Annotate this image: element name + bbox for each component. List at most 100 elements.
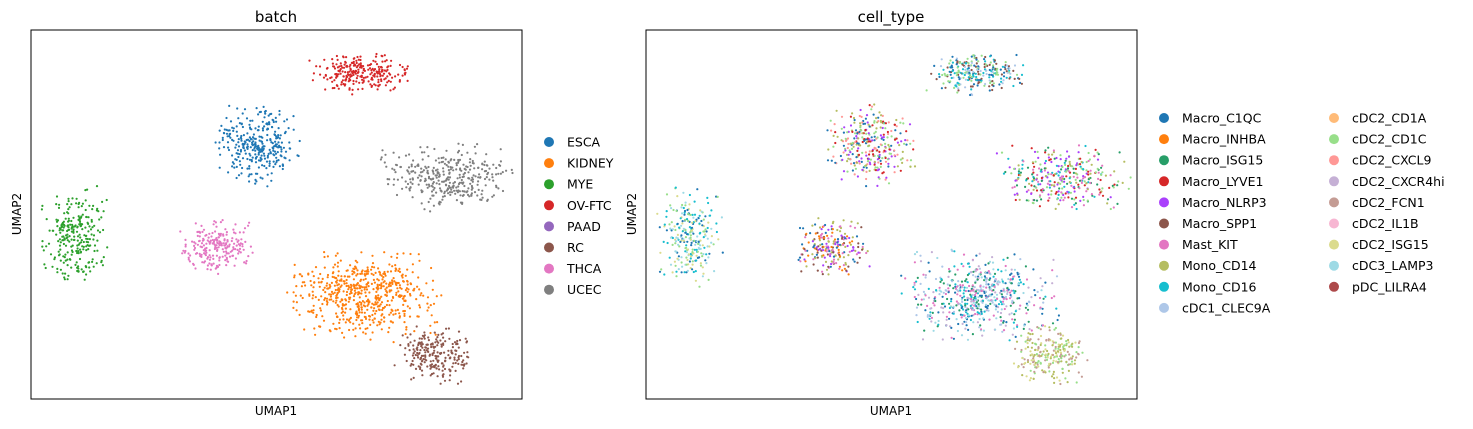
scatter-point xyxy=(315,313,318,317)
scatter-point xyxy=(904,139,907,142)
scatter-point xyxy=(364,295,368,298)
scatter-point xyxy=(457,356,460,359)
scatter-point xyxy=(975,58,978,61)
scatter-point xyxy=(1096,183,1099,186)
scatter-point xyxy=(344,311,347,314)
scatter-point xyxy=(234,232,237,235)
scatter-point xyxy=(351,273,354,276)
scatter-point xyxy=(332,322,335,325)
scatter-point xyxy=(352,79,355,83)
scatter-point xyxy=(689,213,692,216)
scatter-point xyxy=(1002,79,1005,82)
scatter-point xyxy=(242,248,245,251)
scatter-point xyxy=(697,242,700,245)
scatter-point xyxy=(292,128,295,131)
scatter-point xyxy=(458,173,461,176)
scatter-point xyxy=(976,321,979,324)
scatter-point xyxy=(656,212,659,215)
scatter-point xyxy=(1057,193,1060,196)
scatter-point xyxy=(375,63,379,66)
scatter-point xyxy=(947,291,950,294)
scatter-point xyxy=(1033,185,1036,188)
scatter-point xyxy=(820,249,823,252)
scatter-point xyxy=(382,281,385,284)
scatter-point xyxy=(444,359,447,362)
scatter-point xyxy=(985,280,988,283)
scatter-point xyxy=(323,298,326,301)
scatter-point xyxy=(860,160,863,163)
scatter-point xyxy=(447,192,450,195)
scatter-point xyxy=(1054,347,1057,350)
scatter-point xyxy=(705,230,708,233)
scatter-point xyxy=(1004,170,1007,174)
scatter-point xyxy=(275,161,278,164)
scatter-point xyxy=(848,250,851,253)
scatter-point xyxy=(696,188,699,191)
scatter-point xyxy=(87,248,90,251)
scatter-point xyxy=(420,167,423,170)
scatter-point xyxy=(836,228,839,232)
scatter-point xyxy=(995,69,998,72)
scatter-point xyxy=(1032,171,1035,174)
scatter-point xyxy=(806,249,809,252)
scatter-point xyxy=(213,243,216,246)
scatter-point xyxy=(400,287,403,290)
scatter-point xyxy=(846,137,850,140)
scatter-point xyxy=(367,80,370,83)
scatter-point xyxy=(246,167,249,170)
scatter-point xyxy=(1087,181,1090,184)
scatter-point xyxy=(467,171,470,174)
scatter-point xyxy=(412,363,415,366)
scatter-point xyxy=(77,250,80,253)
scatter-point xyxy=(450,188,453,191)
scatter-point xyxy=(385,282,388,285)
scatter-point xyxy=(248,180,251,183)
scatter-point xyxy=(811,224,814,227)
scatter-point xyxy=(322,319,326,322)
scatter-point xyxy=(1086,199,1089,202)
scatter-point xyxy=(1012,321,1015,324)
scatter-point xyxy=(887,165,890,168)
scatter-point xyxy=(945,318,948,321)
scatter-point xyxy=(426,169,429,172)
scatter-point xyxy=(1053,157,1056,160)
scatter-point xyxy=(829,119,832,122)
scatter-point xyxy=(947,267,951,271)
scatter-point xyxy=(355,313,359,316)
scatter-point xyxy=(948,70,951,73)
scatter-point xyxy=(676,257,679,260)
scatter-point xyxy=(972,274,975,277)
scatter-point xyxy=(1027,286,1030,289)
scatter-point xyxy=(495,184,498,187)
scatter-point xyxy=(41,240,44,243)
scatter-point xyxy=(692,216,695,219)
scatter-point xyxy=(1060,353,1063,356)
scatter-point xyxy=(247,224,250,227)
scatter-point xyxy=(253,137,256,140)
scatter-point xyxy=(881,157,884,160)
scatter-point xyxy=(1015,340,1019,343)
scatter-point xyxy=(968,74,972,77)
scatter-point xyxy=(93,249,96,253)
scatter-point xyxy=(1080,160,1083,164)
scatter-point xyxy=(312,275,315,278)
scatter-point xyxy=(433,366,436,369)
scatter-point xyxy=(839,230,842,233)
scatter-point xyxy=(345,290,349,294)
scatter-point xyxy=(960,316,963,319)
scatter-point xyxy=(338,69,342,72)
scatter-point xyxy=(854,249,857,252)
scatter-point xyxy=(849,142,852,145)
scatter-point xyxy=(92,234,96,237)
scatter-point xyxy=(357,68,360,71)
scatter-point xyxy=(668,223,671,226)
scatter-point xyxy=(321,277,324,280)
scatter-point xyxy=(878,111,881,114)
scatter-point xyxy=(437,359,440,362)
scatter-point xyxy=(256,147,259,150)
scatter-point xyxy=(966,298,969,302)
scatter-point xyxy=(238,231,241,234)
scatter-point xyxy=(292,300,295,303)
scatter-point xyxy=(830,129,833,132)
scatter-point xyxy=(41,245,44,248)
